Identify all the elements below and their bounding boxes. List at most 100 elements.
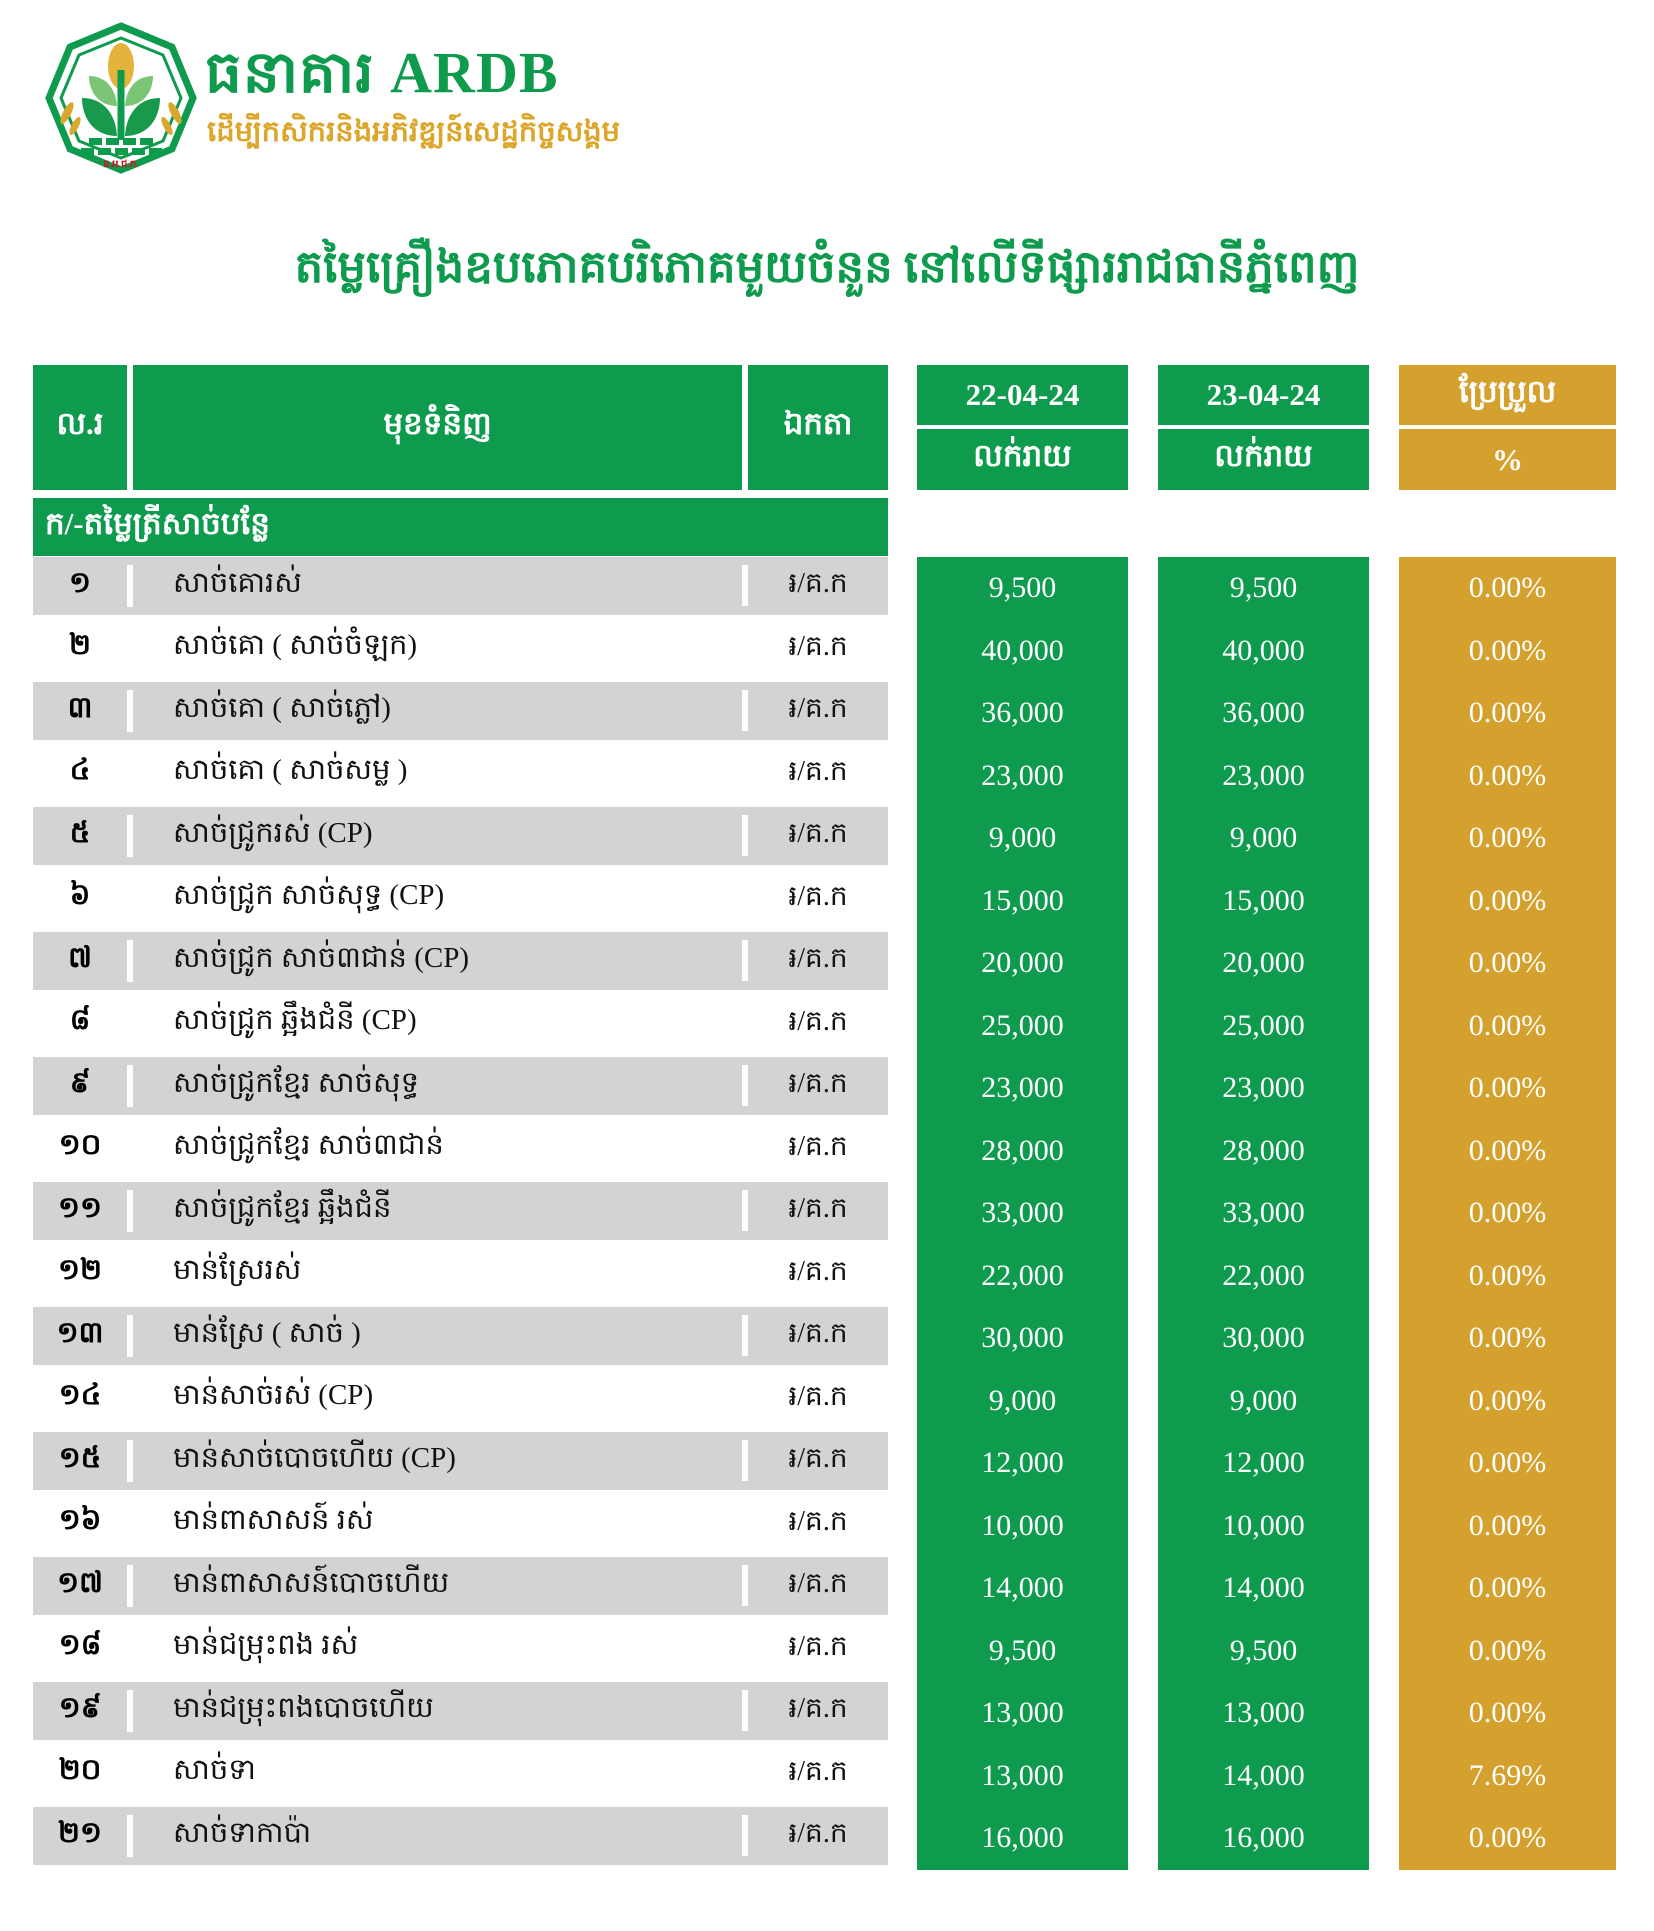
- table-row: ២១ សាច់ទាកាប៉ា ៛/គ.ក: [33, 1807, 888, 1870]
- price-cell: 9,500: [1229, 1633, 1298, 1667]
- table-row: ២ សាច់គោ ( សាច់ចំឡក) ៛/គ.ក: [33, 619, 888, 682]
- product-name: សាច់ជ្រូក សាច់សុទ្ធ (CP): [173, 879, 445, 912]
- price-cell: 14,000: [1222, 1571, 1305, 1604]
- product-name: មាន់ពាសាសន៍បោចហើយ: [173, 1566, 450, 1599]
- product-name: សាច់ជ្រូក ឆ្អឹងជំនី (CP): [173, 1004, 417, 1037]
- price-cell: 13,000: [981, 1696, 1064, 1729]
- percent-cell: 0.00%: [1468, 633, 1547, 667]
- unit-cell: ៛/គ.ក: [742, 1815, 888, 1857]
- unit-cell: ៛/គ.ក: [742, 1377, 888, 1419]
- price-cell: 12,000: [981, 1446, 1064, 1479]
- product-name: សាច់គោរស់: [173, 566, 302, 599]
- table-row: ១ សាច់គោរស់ ៛/គ.ក: [33, 557, 888, 620]
- bank-name: ធនាគារ ARDB: [205, 40, 559, 105]
- row-number: ១៩: [33, 1689, 133, 1732]
- table-row: ១០ សាច់ជ្រូកខ្មែរ សាច់៣ជាន់ ៛/គ.ក: [33, 1119, 888, 1182]
- table-row: ១៥ មាន់សាច់បោចហើយ (CP) ៛/គ.ក: [33, 1432, 888, 1495]
- row-number: ៦: [33, 877, 133, 920]
- price-cell: 22,000: [981, 1258, 1064, 1292]
- percent-cell: 0.00%: [1468, 1321, 1547, 1354]
- change-column-header: ប្រែប្រួល %: [1399, 365, 1616, 490]
- product-name: មាន់ជម្រុះពង រស់: [173, 1629, 359, 1662]
- product-name: សាច់គោ ( សាច់ចំឡក): [173, 629, 418, 662]
- price-cell: 30,000: [1222, 1321, 1305, 1354]
- price-cell: 40,000: [1222, 633, 1305, 667]
- product-name: សាច់គោ ( សាច់សម្ល ): [173, 754, 408, 787]
- price-cell: 23,000: [981, 758, 1064, 792]
- price-column-1: 9,500 40,000 36,000 23,000 9,000 15,000 …: [917, 557, 1128, 1870]
- product-name: មាន់ស្រែ ( សាច់ ): [173, 1316, 361, 1349]
- table-row: ២០ សាច់ទា ៛/គ.ក: [33, 1744, 888, 1807]
- unit-cell: ៛/គ.ក: [742, 1565, 888, 1607]
- product-name: សាច់គោ ( សាច់ភ្លៅ): [173, 691, 391, 724]
- table-rows: ១ សាច់គោរស់៛/គ.ក ២សាច់គោ ( សាច់ចំឡក) ៛/គ.ក…: [33, 557, 888, 1870]
- row-number: ១៥: [33, 1439, 133, 1482]
- product-name: មាន់សាច់រស់ (CP): [173, 1379, 374, 1412]
- unit-cell: ៛/គ.ក: [742, 1752, 888, 1794]
- row-number: ២១: [33, 1814, 133, 1857]
- change-column: 0.00% 0.00% 0.00% 0.00% 0.00% 0.00% 0.00…: [1399, 557, 1616, 1870]
- price-cell: 16,000: [981, 1821, 1064, 1854]
- row-number: ៤: [33, 752, 133, 795]
- percent-cell: 0.00%: [1468, 1696, 1547, 1729]
- ardb-logo: ធ.អ.ជ.ក. ធនាគារ ARDB ដើម្បីកសិករនិងអភិវឌ…: [45, 18, 765, 183]
- percent-cell: 0.00%: [1468, 1008, 1547, 1042]
- price-cell: 10,000: [981, 1508, 1064, 1542]
- table-row: ១២ មាន់ស្រែរស់ ៛/គ.ក: [33, 1244, 888, 1307]
- unit-cell: ៛/គ.ក: [742, 1065, 888, 1107]
- percent-cell: 0.00%: [1468, 1571, 1547, 1604]
- price-cell: 23,000: [1222, 758, 1305, 792]
- row-number: ១: [33, 564, 133, 607]
- price-cell: 28,000: [1222, 1133, 1305, 1167]
- table-row: ១១ សាច់ជ្រូកខ្មែរ ឆ្អឹងជំនី ៛/គ.ក: [33, 1182, 888, 1245]
- percent-cell: 0.00%: [1468, 1133, 1547, 1167]
- table-row: ១៦ មាន់ពាសាសន៍ រស់ ៛/គ.ក: [33, 1494, 888, 1557]
- unit-cell: ៛/គ.ក: [742, 1627, 888, 1669]
- price-cell: 14,000: [981, 1571, 1064, 1604]
- table-row: ៣ សាច់គោ ( សាច់ភ្លៅ) ៛/គ.ក: [33, 682, 888, 745]
- price-cell: 36,000: [1222, 696, 1305, 729]
- row-number: ១៣: [33, 1314, 133, 1357]
- percent-cell: 0.00%: [1468, 1821, 1547, 1854]
- percent-cell: 0.00%: [1468, 883, 1547, 917]
- price-cell: 36,000: [981, 696, 1064, 729]
- percent-cell: 0.00%: [1468, 1258, 1547, 1292]
- row-number: ១០: [33, 1127, 133, 1170]
- price-cell: 15,000: [981, 883, 1064, 917]
- product-name: មាន់សាច់បោចហើយ (CP): [173, 1441, 456, 1474]
- row-number: ៨: [33, 1002, 133, 1045]
- percent-cell: 0.00%: [1468, 1071, 1547, 1104]
- percent-cell: 0.00%: [1468, 1383, 1547, 1417]
- price-cell: 9,000: [988, 821, 1057, 854]
- row-number: ៥: [33, 814, 133, 857]
- price-cell: 23,000: [981, 1071, 1064, 1104]
- unit-cell: ៛/គ.ក: [742, 1252, 888, 1294]
- row-number: ២០: [33, 1752, 133, 1795]
- price-cell: 14,000: [1222, 1758, 1305, 1792]
- ardb-emblem-icon: ធ.អ.ជ.ក.: [45, 22, 197, 174]
- row-number: ៧: [33, 939, 133, 982]
- price-cell: 9,000: [1229, 1383, 1298, 1417]
- price-cell: 9,500: [988, 1633, 1057, 1667]
- price-cell: 12,000: [1222, 1446, 1305, 1479]
- percent-cell: 0.00%: [1468, 758, 1547, 792]
- price-cell: 23,000: [1222, 1071, 1305, 1104]
- unit-cell: ៛/គ.ក: [742, 1190, 888, 1232]
- table-row: ៨ សាច់ជ្រូក ឆ្អឹងជំនី (CP) ៛/គ.ក: [33, 994, 888, 1057]
- product-name: មាន់ស្រែរស់: [173, 1254, 302, 1287]
- table-row: ៧ សាច់ជ្រូក សាច់៣ជាន់ (CP) ៛/គ.ក: [33, 932, 888, 995]
- product-name: សាច់ជ្រូកខ្មែរ សាច់សុទ្ធ: [173, 1066, 419, 1099]
- percent-cell: 7.69%: [1468, 1758, 1547, 1792]
- price-cell: 25,000: [981, 1008, 1064, 1042]
- product-name: មាន់ពាសាសន៍ រស់: [173, 1504, 374, 1537]
- header-unit: ឯកតា: [742, 365, 888, 490]
- percent-cell: 0.00%: [1468, 946, 1547, 979]
- row-number: ១២: [33, 1252, 133, 1295]
- price-cell: 10,000: [1222, 1508, 1305, 1542]
- price-cell: 16,000: [1222, 1821, 1305, 1854]
- unit-cell: ៛/គ.ក: [742, 940, 888, 982]
- table-row: ៥ សាច់ជ្រូករស់ (CP) ៛/គ.ក: [33, 807, 888, 870]
- retail-label-2: លក់រាយ: [1214, 438, 1313, 473]
- row-number: ១៧: [33, 1564, 133, 1607]
